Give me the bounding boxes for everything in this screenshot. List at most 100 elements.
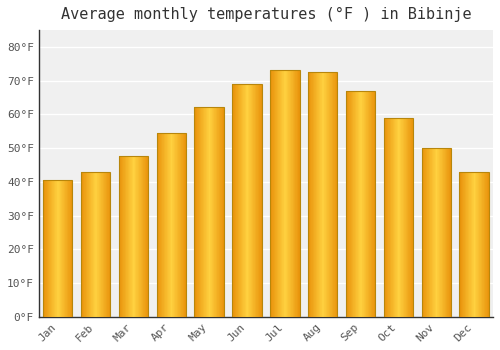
Bar (356, 91, 357, 317)
Bar (466, 172, 467, 317)
Bar (399, 118, 400, 317)
Bar (215, 107, 216, 317)
Bar (312, 72, 314, 317)
Bar (351, 91, 352, 317)
Bar (347, 91, 348, 317)
Bar (122, 156, 123, 317)
Bar (295, 70, 296, 317)
Bar (202, 107, 203, 317)
Bar (128, 156, 130, 317)
Bar (335, 72, 336, 317)
Bar (245, 84, 246, 317)
Bar (469, 172, 470, 317)
Bar (330, 72, 331, 317)
Bar (291, 70, 292, 317)
Bar (183, 133, 184, 317)
Bar (283, 70, 284, 317)
Bar (434, 148, 435, 317)
Bar (317, 72, 318, 317)
Bar (439, 148, 440, 317)
Bar (487, 172, 488, 317)
Bar (463, 172, 464, 317)
Bar (219, 107, 220, 317)
Bar (320, 72, 321, 317)
Bar (135, 156, 136, 317)
Bar (162, 133, 163, 317)
Bar (58, 180, 59, 317)
Bar (250, 84, 251, 317)
Bar (126, 156, 127, 317)
Bar (238, 84, 240, 317)
Bar (176, 133, 177, 317)
Bar (178, 133, 179, 317)
Bar (170, 133, 172, 317)
Bar (362, 91, 363, 317)
Bar (484, 172, 485, 317)
Bar (53, 180, 54, 317)
Bar (446, 148, 447, 317)
Bar (172, 133, 173, 317)
Bar (132, 156, 133, 317)
Bar (358, 91, 359, 317)
Bar (331, 72, 332, 317)
Bar (104, 172, 105, 317)
Bar (86, 172, 88, 317)
Bar (428, 148, 429, 317)
Bar (352, 91, 353, 317)
Bar (118, 156, 120, 317)
Bar (276, 70, 277, 317)
Bar (389, 118, 390, 317)
Bar (246, 84, 247, 317)
Bar (450, 148, 451, 317)
Bar (218, 107, 219, 317)
Bar (373, 91, 374, 317)
Bar (372, 91, 373, 317)
Bar (393, 118, 394, 317)
Bar (384, 118, 413, 317)
Bar (274, 70, 275, 317)
Bar (159, 133, 160, 317)
Bar (277, 70, 278, 317)
Bar (354, 91, 356, 317)
Bar (409, 118, 410, 317)
Bar (201, 107, 202, 317)
Bar (85, 172, 86, 317)
Bar (46, 180, 47, 317)
Bar (235, 84, 236, 317)
Bar (121, 156, 122, 317)
Bar (175, 133, 176, 317)
Bar (257, 84, 258, 317)
Bar (316, 72, 317, 317)
Bar (43, 180, 44, 317)
Bar (290, 70, 291, 317)
Bar (488, 172, 489, 317)
Bar (324, 72, 325, 317)
Bar (448, 148, 450, 317)
Bar (244, 84, 245, 317)
Bar (353, 91, 354, 317)
Bar (386, 118, 387, 317)
Bar (394, 118, 395, 317)
Bar (478, 172, 479, 317)
Bar (88, 172, 89, 317)
Bar (401, 118, 402, 317)
Bar (234, 84, 235, 317)
Bar (287, 70, 288, 317)
Bar (289, 70, 290, 317)
Bar (207, 107, 208, 317)
Bar (348, 91, 349, 317)
Bar (70, 180, 72, 317)
Bar (272, 70, 273, 317)
Bar (195, 107, 196, 317)
Bar (460, 172, 489, 317)
Bar (100, 172, 101, 317)
Bar (59, 180, 60, 317)
Bar (333, 72, 334, 317)
Bar (350, 91, 351, 317)
Bar (147, 156, 148, 317)
Bar (286, 70, 287, 317)
Bar (62, 180, 63, 317)
Bar (140, 156, 141, 317)
Bar (480, 172, 481, 317)
Bar (232, 84, 262, 317)
